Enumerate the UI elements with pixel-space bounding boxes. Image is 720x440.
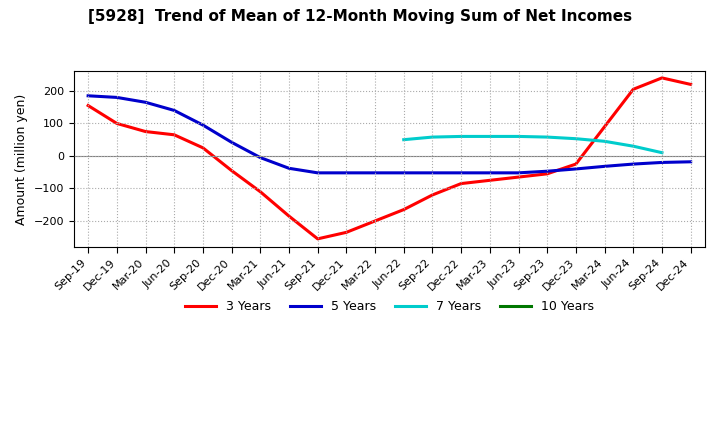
3 Years — [686, 82, 695, 87]
7 Years — [428, 135, 437, 140]
Y-axis label: Amount (million yen): Amount (million yen) — [15, 94, 28, 225]
3 Years — [256, 189, 264, 194]
3 Years — [170, 132, 179, 137]
Line: 5 Years: 5 Years — [88, 96, 690, 173]
7 Years — [600, 139, 609, 144]
5 Years — [428, 170, 437, 176]
5 Years — [141, 99, 150, 105]
3 Years — [84, 103, 92, 108]
3 Years — [456, 181, 465, 186]
5 Years — [199, 122, 207, 128]
3 Years — [313, 236, 322, 242]
5 Years — [313, 170, 322, 176]
5 Years — [485, 170, 494, 176]
5 Years — [456, 170, 465, 176]
3 Years — [371, 218, 379, 224]
7 Years — [543, 135, 552, 140]
5 Years — [514, 170, 523, 176]
3 Years — [342, 230, 351, 235]
5 Years — [112, 95, 121, 100]
3 Years — [141, 129, 150, 134]
5 Years — [572, 166, 580, 172]
5 Years — [629, 161, 638, 167]
5 Years — [400, 170, 408, 176]
5 Years — [284, 165, 293, 171]
3 Years — [228, 168, 236, 173]
7 Years — [572, 136, 580, 141]
5 Years — [228, 139, 236, 145]
7 Years — [514, 134, 523, 139]
5 Years — [342, 170, 351, 176]
7 Years — [657, 150, 666, 155]
5 Years — [256, 155, 264, 160]
3 Years — [600, 124, 609, 129]
3 Years — [485, 178, 494, 183]
5 Years — [600, 164, 609, 169]
7 Years — [629, 143, 638, 149]
3 Years — [284, 213, 293, 219]
5 Years — [170, 108, 179, 113]
3 Years — [572, 161, 580, 167]
3 Years — [428, 192, 437, 198]
7 Years — [485, 134, 494, 139]
5 Years — [84, 93, 92, 99]
7 Years — [456, 134, 465, 139]
Legend: 3 Years, 5 Years, 7 Years, 10 Years: 3 Years, 5 Years, 7 Years, 10 Years — [179, 295, 599, 318]
5 Years — [371, 170, 379, 176]
3 Years — [657, 75, 666, 81]
3 Years — [400, 207, 408, 212]
3 Years — [514, 174, 523, 180]
Line: 7 Years: 7 Years — [404, 136, 662, 153]
Line: 3 Years: 3 Years — [88, 78, 690, 239]
5 Years — [657, 160, 666, 165]
7 Years — [400, 137, 408, 142]
3 Years — [543, 171, 552, 176]
3 Years — [629, 87, 638, 92]
Text: [5928]  Trend of Mean of 12-Month Moving Sum of Net Incomes: [5928] Trend of Mean of 12-Month Moving … — [88, 9, 632, 24]
3 Years — [199, 145, 207, 150]
5 Years — [543, 169, 552, 174]
5 Years — [686, 159, 695, 165]
3 Years — [112, 121, 121, 126]
